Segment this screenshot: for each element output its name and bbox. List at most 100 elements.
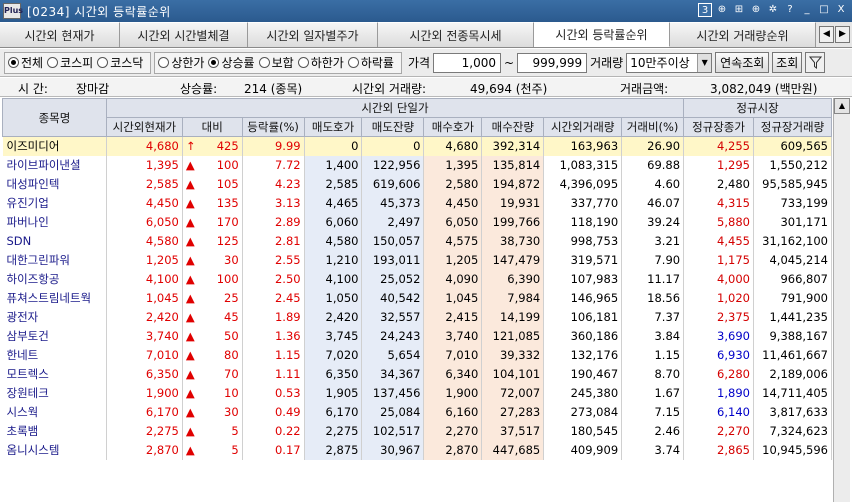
upper-limit-radio[interactable]: 상한가 bbox=[158, 54, 204, 71]
afterhours-volume-cell: 180,545 bbox=[543, 421, 623, 441]
header-rate[interactable]: 등락률(%) bbox=[241, 117, 305, 137]
header-ask-price[interactable]: 매도호가 bbox=[303, 117, 363, 137]
price-to-input[interactable] bbox=[517, 52, 588, 73]
direction-radio-group: 상한가 상승률 보합 하한가 하락률 bbox=[154, 51, 402, 74]
market-all-radio[interactable]: 전체 bbox=[8, 54, 43, 71]
bid-price-cell: 2,415 bbox=[423, 307, 483, 327]
tab-nav: ◀ ▶ bbox=[819, 26, 850, 43]
header-bid-price[interactable]: 매수호가 bbox=[423, 117, 483, 137]
ask-qty-cell: 24,243 bbox=[361, 326, 425, 346]
ask-price-cell: 2,275 bbox=[304, 421, 363, 441]
rate-cell: 2.81 bbox=[242, 231, 305, 251]
table-row[interactable]: 옴니시스템 2,870 ▲ 5 0.17 2,875 30,967 2,870 447,685 4… bbox=[2, 440, 832, 460]
tab-afterhours-all-quotes[interactable]: 시간외 전종목시세 bbox=[378, 22, 534, 47]
diff-value: 100 bbox=[216, 158, 239, 172]
table-row[interactable]: 유진기업 4,450 ▲ 135 3.13 4,465 45,373 4,450 19,931 3… bbox=[2, 193, 832, 213]
minimize-button[interactable]: _ bbox=[804, 4, 810, 15]
volume-ratio-cell: 3.21 bbox=[621, 231, 685, 251]
regular-volume-cell: 14,711,405 bbox=[753, 383, 832, 403]
table-row[interactable]: 모트렉스 6,350 ▲ 70 1.11 6,350 34,367 6,340 104,101 1… bbox=[2, 364, 832, 384]
table-row[interactable]: 장원테크 1,900 ▲ 10 0.53 1,905 137,456 1,900 72,007 2… bbox=[2, 383, 832, 403]
header-afterhours-volume[interactable]: 시간외거래량 bbox=[543, 117, 623, 137]
tab-afterhours-daily-price[interactable]: 시간외 일자별주가 bbox=[248, 22, 378, 47]
table-row[interactable]: 광전자 2,420 ▲ 45 1.89 2,420 32,557 2,415 14,199 106… bbox=[2, 307, 832, 327]
header-diff[interactable]: 대비 bbox=[181, 117, 243, 137]
rate-cell: 4.23 bbox=[242, 174, 305, 194]
tab-afterhours-volume-ranking[interactable]: 시간외 거래량순위 bbox=[670, 22, 816, 47]
table-row[interactable]: 이즈미디어 4,680 ↑ 425 9.99 0 0 4,680 392,314 163,963 2… bbox=[2, 136, 832, 156]
lower-limit-radio[interactable]: 하한가 bbox=[297, 54, 344, 71]
table-row[interactable]: 파버나인 6,050 ▲ 170 2.89 6,060 2,497 6,050 199,766 1… bbox=[2, 212, 832, 232]
rise-rate-radio[interactable]: 상승률 bbox=[208, 54, 255, 71]
table-row[interactable]: 초록뱀 2,275 ▲ 5 0.22 2,275 102,517 2,270 37,517 180… bbox=[2, 421, 832, 441]
stock-name-cell: 하이즈항공 bbox=[2, 269, 107, 289]
maximize-button[interactable]: □ bbox=[819, 4, 829, 15]
volume-select[interactable]: 10만주이상 ▼ bbox=[626, 52, 713, 73]
diff-cell: ▲ 135 bbox=[182, 193, 243, 213]
afterhours-price-cell: 1,900 bbox=[106, 383, 183, 403]
volume-ratio-cell: 7.15 bbox=[621, 402, 685, 422]
market-kosdaq-radio[interactable]: 코스닥 bbox=[97, 54, 143, 71]
header-stock-name[interactable]: 종목명 bbox=[2, 98, 107, 137]
header-ask-qty[interactable]: 매도잔량 bbox=[361, 117, 425, 137]
tab-afterhours-rate-ranking[interactable]: 시간외 등락률순위 bbox=[534, 22, 670, 47]
window-title: [0234] 시간외 등락률순위 bbox=[27, 4, 171, 19]
tab-next-button[interactable]: ▶ bbox=[835, 26, 850, 43]
rise-value: 214 (종목) bbox=[244, 82, 303, 96]
rate-cell: 1.15 bbox=[242, 345, 305, 365]
diff-value: 135 bbox=[216, 196, 239, 210]
header-regular-volume[interactable]: 정규장거래량 bbox=[752, 117, 832, 137]
ask-price-cell: 4,465 bbox=[304, 193, 363, 213]
afterhours-volume-cell: 118,190 bbox=[543, 212, 623, 232]
table-row[interactable]: SDN 4,580 ▲ 125 2.81 4,580 150,057 4,575 38,730 9… bbox=[2, 231, 832, 251]
table-row[interactable]: 대성파인텍 2,585 ▲ 105 4.23 2,585 619,606 2,580 194,8… bbox=[2, 174, 832, 194]
radio-dot bbox=[47, 57, 59, 68]
chevron-down-icon[interactable]: ▼ bbox=[697, 53, 712, 72]
radio-label: 하한가 bbox=[310, 56, 344, 70]
price-from-input[interactable] bbox=[433, 52, 502, 73]
tab-afterhours-price[interactable]: 시간외 현재가 bbox=[0, 22, 120, 47]
continuous-search-button[interactable]: 연속조회 bbox=[715, 52, 770, 73]
filter-button[interactable] bbox=[805, 52, 826, 73]
header-volume-ratio[interactable]: 거래비(%) bbox=[621, 117, 685, 137]
market-kospi-radio[interactable]: 코스피 bbox=[47, 54, 93, 71]
tab-prev-button[interactable]: ◀ bbox=[819, 26, 834, 43]
bid-qty-cell: 19,931 bbox=[481, 193, 545, 213]
table-row[interactable]: 하이즈항공 4,100 ▲ 100 2.50 4,100 25,052 4,090 6,390 1… bbox=[2, 269, 832, 289]
table-row[interactable]: 대한그린파워 1,205 ▲ 30 2.55 1,210 193,011 1,205 147,4… bbox=[2, 250, 832, 270]
link-icon[interactable]: ⊞ bbox=[734, 4, 744, 15]
help-icon[interactable]: ? bbox=[787, 4, 793, 15]
regular-close-cell: 2,865 bbox=[683, 440, 754, 460]
tab-strip: 시간외 현재가 시간외 시간별체결 시간외 일자별주가 시간외 전종목시세 시간… bbox=[0, 22, 852, 48]
afterhours-price-cell: 4,100 bbox=[106, 269, 183, 289]
header-regular-close[interactable]: 정규장종가 bbox=[683, 117, 754, 137]
bid-price-cell: 2,580 bbox=[423, 174, 483, 194]
diff-value: 45 bbox=[224, 310, 239, 324]
table-row[interactable]: 한네트 7,010 ▲ 80 1.15 7,020 5,654 7,010 39,332 132,… bbox=[2, 345, 832, 365]
afterhours-volume-cell: 190,467 bbox=[543, 364, 623, 384]
rate-cell: 3.13 bbox=[242, 193, 305, 213]
table-row[interactable]: 시스웍 6,170 ▲ 30 0.49 6,170 25,084 6,160 27,283 273… bbox=[2, 402, 832, 422]
zoom-icon[interactable]: ⊕ bbox=[717, 4, 727, 15]
volume-ratio-cell: 69.88 bbox=[621, 155, 685, 175]
header-afterhours-price[interactable]: 시간외현재가 bbox=[105, 117, 183, 137]
bid-price-cell: 3,740 bbox=[423, 326, 483, 346]
settings-icon[interactable]: ✲ bbox=[768, 4, 778, 15]
table-row[interactable]: 라이브파이낸셜 1,395 ▲ 100 7.72 1,400 122,956 1,395 135… bbox=[2, 155, 832, 175]
flat-radio[interactable]: 보합 bbox=[258, 54, 294, 71]
search-button[interactable]: 조회 bbox=[772, 52, 803, 73]
vertical-scrollbar[interactable]: ▲ bbox=[833, 98, 850, 502]
add-icon[interactable]: ⊕ bbox=[751, 4, 761, 15]
scroll-up-button[interactable]: ▲ bbox=[834, 98, 850, 114]
table-row[interactable]: 퓨쳐스트림네트웍 1,045 ▲ 25 2.45 1,050 40,542 1,045 7,98… bbox=[2, 288, 832, 308]
bid-price-cell: 2,870 bbox=[423, 440, 483, 460]
table-row[interactable]: 삼부토건 3,740 ▲ 50 1.36 3,745 24,243 3,740 121,085 3… bbox=[2, 326, 832, 346]
diff-cell: ▲ 170 bbox=[182, 212, 243, 232]
header-bid-qty[interactable]: 매수잔량 bbox=[481, 117, 545, 137]
time-value: 장마감 bbox=[76, 82, 110, 96]
fall-rate-radio[interactable]: 하락률 bbox=[347, 54, 394, 71]
regular-volume-cell: 10,945,596 bbox=[753, 440, 832, 460]
close-button[interactable]: X bbox=[837, 4, 845, 15]
tab-afterhours-time-trades[interactable]: 시간외 시간별체결 bbox=[120, 22, 248, 47]
screen-number-button[interactable]: 3 bbox=[698, 3, 712, 17]
